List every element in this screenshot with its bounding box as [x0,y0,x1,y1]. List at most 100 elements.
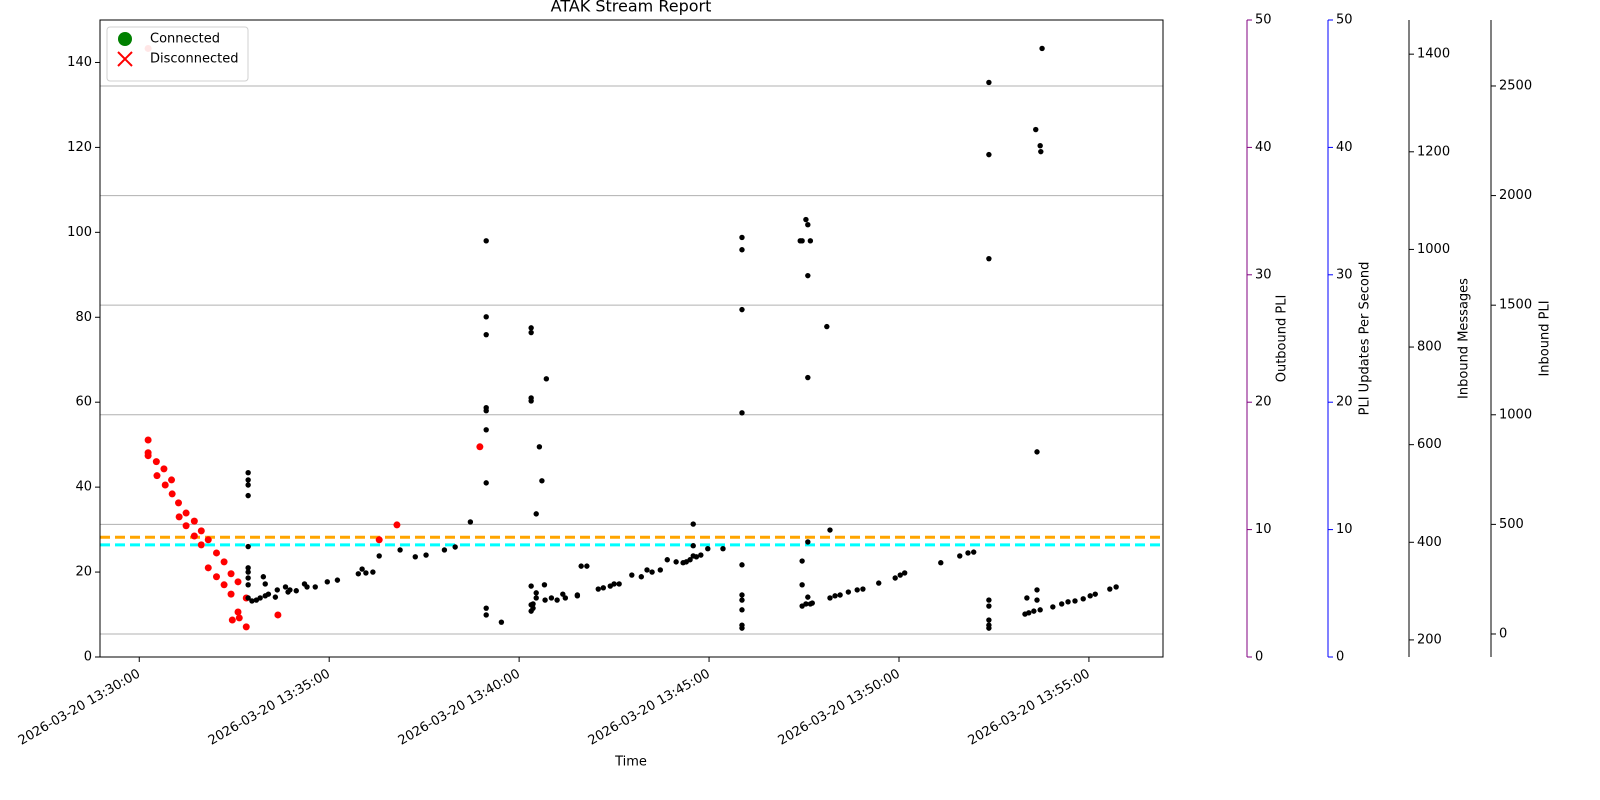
data-point [204,564,212,572]
data-point [212,549,220,557]
data-point [168,490,176,498]
data-point [554,597,560,603]
data-point [1024,595,1030,601]
data-point [1107,586,1113,592]
data-point [528,329,534,336]
data-point [986,603,992,609]
data-point [807,238,814,244]
y-tick-label: 400 [1417,535,1442,550]
data-point [805,374,811,381]
legend-marker [117,51,133,67]
data-point [161,481,169,489]
data-point [245,543,251,550]
data-point [1034,587,1040,593]
data-point [970,549,977,555]
data-point [397,547,403,553]
data-point [260,574,267,580]
data-point [560,591,566,597]
data-point [144,452,152,460]
data-point [257,595,263,601]
y-axis-label: PLI Updates Per Second [1358,262,1373,416]
data-point [533,595,539,601]
data-point [530,601,536,607]
y-tick-label: 40 [1255,140,1272,155]
data-point [986,617,992,623]
data-point [805,594,811,600]
data-point [803,216,809,223]
x-tick-label: 2026-03-20 13:50:00 [776,667,903,749]
y-tick-label: 20 [1255,395,1272,410]
data-point [412,554,418,560]
data-point [957,553,963,559]
data-point [799,582,805,588]
data-point [578,563,584,569]
data-point [574,592,581,598]
data-point [452,544,458,550]
data-point [837,592,843,598]
data-point [274,587,280,593]
data-point [175,499,183,507]
data-point [739,625,745,631]
data-point [1113,584,1119,590]
y-tick-label: 30 [1255,267,1272,282]
data-point [809,600,815,606]
legend-label: Connected [150,32,220,47]
data-point [483,407,489,414]
y-tick-label: 140 [67,55,92,70]
y-tick-label: 50 [1336,13,1353,28]
data-point [245,482,251,488]
y-tick-label: 0 [84,650,92,665]
data-point [739,306,745,313]
data-point [1092,591,1098,597]
y-tick-label: 30 [1336,267,1353,282]
data-point [629,572,635,578]
data-point [854,587,860,593]
data-point [249,598,255,604]
legend-label: Disconnected [150,52,238,67]
data-point [498,619,505,625]
data-point [197,541,205,549]
x-tick-label: 2026-03-20 13:45:00 [586,667,713,749]
data-point [528,325,534,331]
data-point [262,581,268,587]
data-point [644,567,650,573]
data-point [423,552,429,558]
data-point [528,583,534,589]
data-point [845,589,852,595]
data-point [293,588,299,594]
data-point [476,443,484,451]
data-point [530,605,536,611]
data-point [355,571,362,577]
data-point [370,569,376,575]
data-point [324,579,330,585]
data-point [720,546,726,552]
data-point [584,563,590,569]
data-point [245,565,251,571]
data-point [938,560,944,566]
data-point [638,574,645,580]
data-point [274,611,282,619]
data-point [739,597,745,603]
data-point [245,575,251,581]
data-point [483,427,489,433]
data-point [245,582,251,588]
data-point [483,314,489,320]
data-point [1034,597,1040,603]
data-point [611,581,617,587]
data-point [245,492,251,499]
data-point [220,558,228,566]
y-tick-label: 0 [1255,650,1263,665]
data-point [595,586,601,592]
data-point [805,221,811,228]
data-point [1026,610,1032,616]
x-tick-label: 2026-03-20 13:35:00 [206,667,333,749]
data-point [876,580,882,586]
data-point [312,584,318,590]
data-point [799,238,805,244]
data-point [245,477,251,483]
data-point [242,623,250,631]
data-point [600,585,607,591]
data-point [897,572,903,578]
